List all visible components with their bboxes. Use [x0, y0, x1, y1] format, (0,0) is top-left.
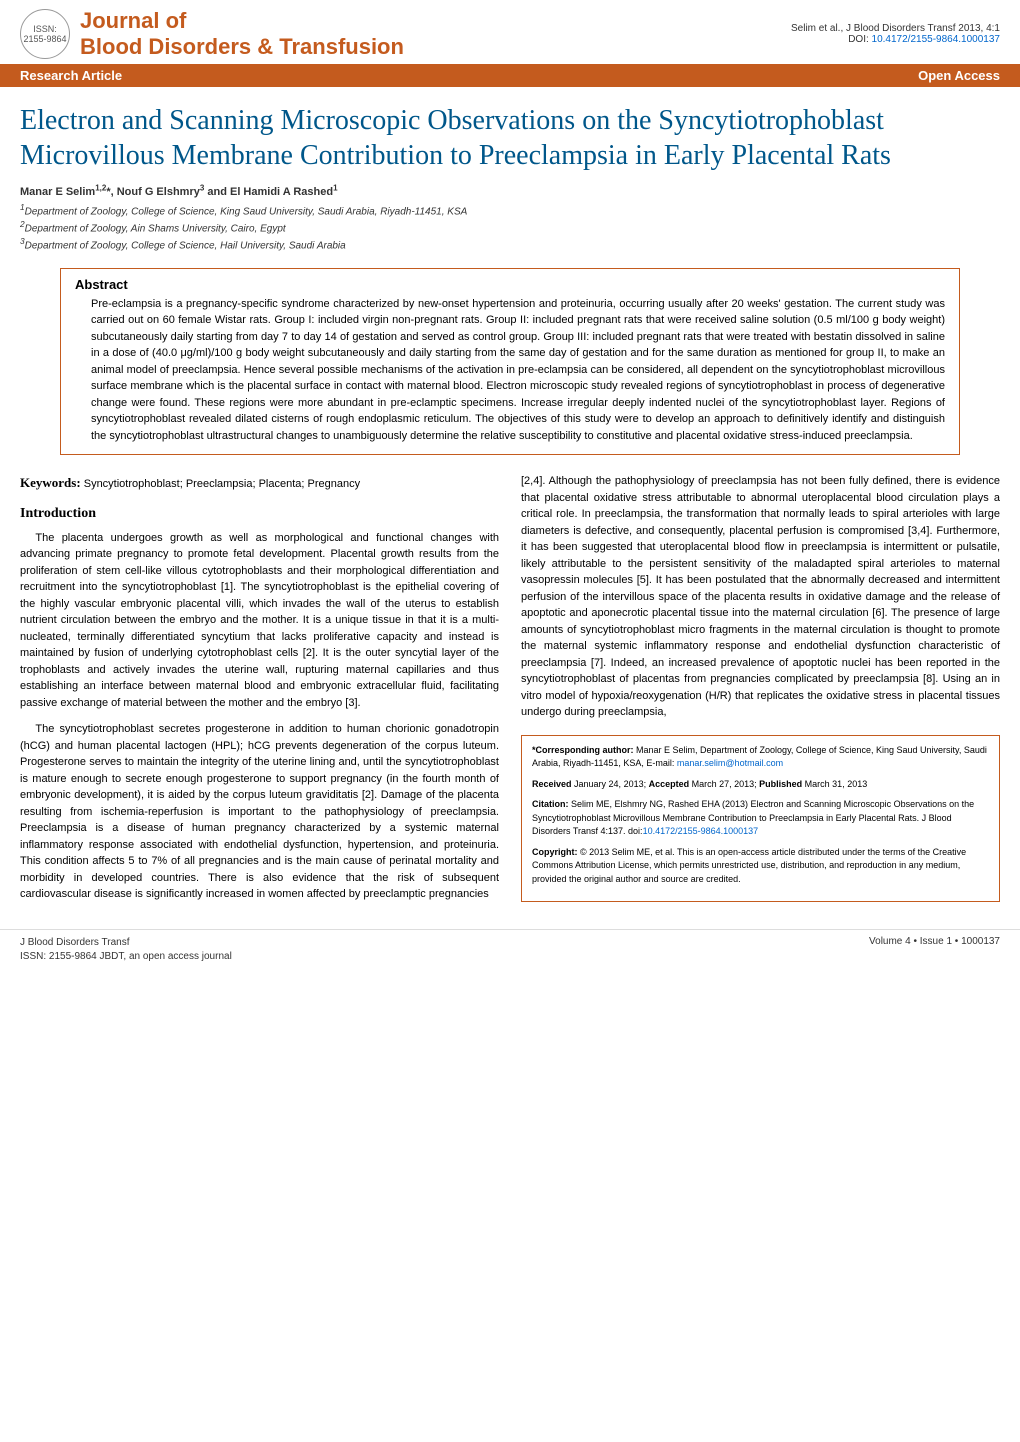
citation-doi[interactable]: 10.4172/2155-9864.1000137	[643, 826, 759, 836]
bar-left: Research Article	[20, 68, 122, 83]
affiliations: 1Department of Zoology, College of Scien…	[0, 202, 1020, 268]
article-info-box: *Corresponding author: Manar E Selim, De…	[521, 735, 1000, 903]
right-column: [2,4]. Although the pathophysiology of p…	[521, 473, 1000, 913]
left-column: Keywords: Syncytiotrophoblast; Preeclamp…	[20, 473, 499, 913]
journal-logo-icon: ISSN: 2155-9864	[20, 9, 70, 59]
corresponding-email[interactable]: manar.selim@hotmail.com	[677, 758, 783, 768]
affiliation-2: 2Department of Zoology, Ain Shams Univer…	[20, 219, 1000, 236]
copyright-text: © 2013 Selim ME, et al. This is an open-…	[532, 847, 966, 884]
keywords-line: Keywords: Syncytiotrophoblast; Preeclamp…	[20, 473, 499, 493]
body-columns: Keywords: Syncytiotrophoblast; Preeclamp…	[0, 473, 1020, 929]
citation-short: Selim et al., J Blood Disorders Transf 2…	[791, 23, 1000, 34]
intro-para-1: The placenta undergoes growth as well as…	[20, 530, 499, 712]
doi-line: DOI: 10.4172/2155-9864.1000137	[791, 34, 1000, 45]
abstract-heading: Abstract	[61, 269, 959, 296]
journal-title-line2: Blood Disorders & Transfusion	[80, 34, 404, 60]
intro-para-2: The syncytiotrophoblast secretes progest…	[20, 721, 499, 903]
footer-issn: ISSN: 2155-9864 JBDT, an open access jou…	[20, 950, 232, 964]
citation-label: Citation:	[532, 799, 569, 809]
page-footer: J Blood Disorders Transf ISSN: 2155-9864…	[0, 929, 1020, 974]
doi-label: DOI:	[848, 34, 871, 45]
bar-right: Open Access	[918, 68, 1000, 83]
publication-dates: Received January 24, 2013; Accepted Marc…	[532, 778, 989, 792]
corresponding-label: *Corresponding author:	[532, 745, 634, 755]
logo-area: ISSN: 2155-9864 Journal of Blood Disorde…	[20, 8, 404, 60]
section-bar: Research Article Open Access	[0, 64, 1020, 87]
copyright-label: Copyright:	[532, 847, 578, 857]
header: ISSN: 2155-9864 Journal of Blood Disorde…	[0, 0, 1020, 64]
footer-left: J Blood Disorders Transf ISSN: 2155-9864…	[20, 936, 232, 964]
affiliation-3: 3Department of Zoology, College of Scien…	[20, 236, 1000, 253]
affiliation-1: 1Department of Zoology, College of Scien…	[20, 202, 1000, 219]
footer-journal-abbrev: J Blood Disorders Transf	[20, 936, 232, 950]
footer-volume: Volume 4 • Issue 1 • 1000137	[869, 936, 1000, 964]
header-citation: Selim et al., J Blood Disorders Transf 2…	[791, 23, 1000, 45]
abstract-box: Abstract Pre-eclampsia is a pregnancy-sp…	[60, 268, 960, 456]
logo-issn-text: ISSN: 2155-9864	[21, 24, 69, 44]
journal-title-line1: Journal of	[80, 8, 404, 34]
citation-block: Citation: Selim ME, Elshmry NG, Rashed E…	[532, 798, 989, 839]
article-title: Electron and Scanning Microscopic Observ…	[0, 87, 1020, 183]
right-para-1: [2,4]. Although the pathophysiology of p…	[521, 473, 1000, 721]
keywords-text: Syncytiotrophoblast; Preeclampsia; Place…	[81, 478, 360, 490]
abstract-body: Pre-eclampsia is a pregnancy-specific sy…	[61, 296, 959, 455]
keywords-label: Keywords:	[20, 475, 81, 490]
journal-title-block: Journal of Blood Disorders & Transfusion	[80, 8, 404, 60]
copyright-block: Copyright: © 2013 Selim ME, et al. This …	[532, 846, 989, 887]
corresponding-author: *Corresponding author: Manar E Selim, De…	[532, 744, 989, 771]
authors: Manar E Selim1,2*, Nouf G Elshmry3 and E…	[0, 183, 1020, 202]
doi-link[interactable]: 10.4172/2155-9864.1000137	[872, 34, 1000, 45]
intro-heading: Introduction	[20, 503, 499, 524]
